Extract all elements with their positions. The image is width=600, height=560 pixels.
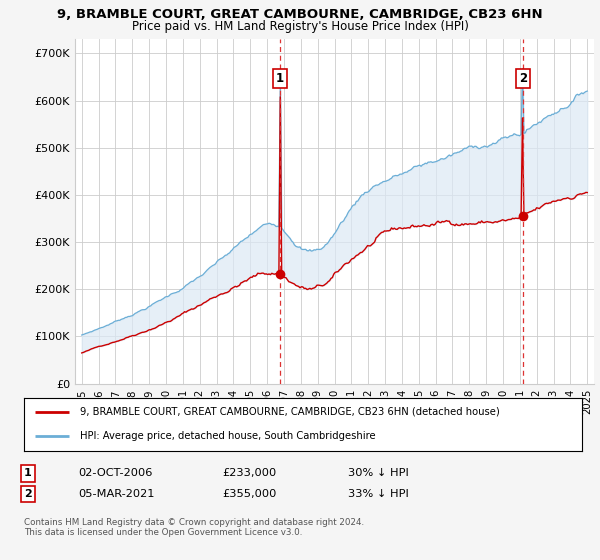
Text: 9, BRAMBLE COURT, GREAT CAMBOURNE, CAMBRIDGE, CB23 6HN (detached house): 9, BRAMBLE COURT, GREAT CAMBOURNE, CAMBR… bbox=[80, 407, 500, 417]
Text: £233,000: £233,000 bbox=[222, 468, 276, 478]
Text: 1: 1 bbox=[275, 72, 284, 85]
Text: 9, BRAMBLE COURT, GREAT CAMBOURNE, CAMBRIDGE, CB23 6HN: 9, BRAMBLE COURT, GREAT CAMBOURNE, CAMBR… bbox=[57, 8, 543, 21]
Text: 30% ↓ HPI: 30% ↓ HPI bbox=[348, 468, 409, 478]
Text: Contains HM Land Registry data © Crown copyright and database right 2024.
This d: Contains HM Land Registry data © Crown c… bbox=[24, 518, 364, 538]
Text: 02-OCT-2006: 02-OCT-2006 bbox=[78, 468, 152, 478]
Text: 2: 2 bbox=[24, 489, 32, 499]
Text: 2: 2 bbox=[518, 72, 527, 85]
Text: 33% ↓ HPI: 33% ↓ HPI bbox=[348, 489, 409, 499]
Text: 1: 1 bbox=[24, 468, 32, 478]
Text: Price paid vs. HM Land Registry's House Price Index (HPI): Price paid vs. HM Land Registry's House … bbox=[131, 20, 469, 32]
Text: HPI: Average price, detached house, South Cambridgeshire: HPI: Average price, detached house, Sout… bbox=[80, 431, 376, 441]
Text: 05-MAR-2021: 05-MAR-2021 bbox=[78, 489, 155, 499]
Text: £355,000: £355,000 bbox=[222, 489, 277, 499]
